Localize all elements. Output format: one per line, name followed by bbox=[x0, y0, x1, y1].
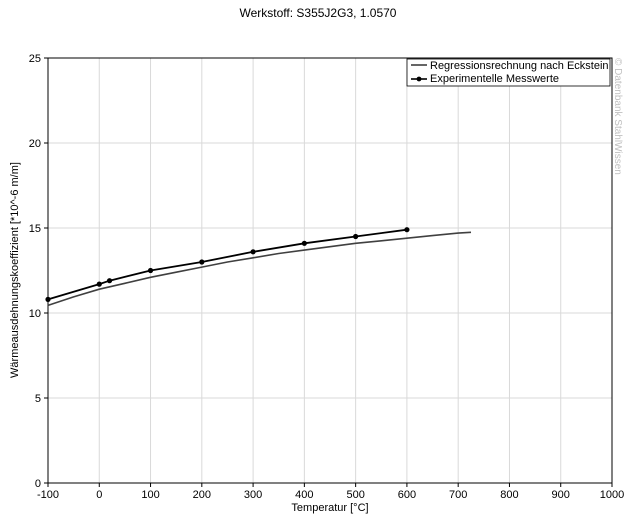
data-point-1-4 bbox=[199, 259, 205, 265]
x-tick-label-6: 500 bbox=[346, 489, 364, 501]
y-tick-label-5: 25 bbox=[29, 53, 41, 65]
data-point-1-8 bbox=[404, 227, 410, 233]
x-tick-label-0: -100 bbox=[37, 489, 59, 501]
data-point-1-7 bbox=[353, 233, 359, 240]
plot-area-border bbox=[47, 57, 613, 484]
watermark-text: © Datenbank StahlWissen bbox=[612, 58, 623, 175]
data-point-1-1 bbox=[96, 281, 102, 287]
y-axis-label: Wärmeausdehnungskoeffizient [*10^-6 m/m] bbox=[9, 162, 21, 378]
x-tick-label-3: 200 bbox=[193, 489, 211, 501]
data-point-1-5 bbox=[250, 249, 256, 255]
data-point-1-0 bbox=[45, 296, 51, 302]
ticks: -100 0 100 200 300 400 500 600 700 800 900 10000510… bbox=[29, 53, 624, 501]
y-tick-label-2: 10 bbox=[29, 308, 41, 320]
x-axis-label: Temperatur [°C] bbox=[291, 502, 368, 514]
x-tick-label-4: 300 bbox=[244, 489, 262, 501]
series bbox=[45, 227, 472, 307]
data-point-1-6 bbox=[301, 240, 307, 246]
y-tick-label-1: 5 bbox=[35, 393, 41, 405]
x-tick-label-2: 100 bbox=[141, 489, 159, 501]
legend-box bbox=[406, 58, 611, 87]
chart-title: Werkstoff: S355J2G3, 1.0570 bbox=[240, 6, 397, 20]
legend: Regressionsrechnung nach Eckstein Experi… bbox=[406, 58, 611, 87]
x-tick-label-10: 900 bbox=[552, 489, 570, 501]
x-tick-label-5: 400 bbox=[295, 489, 313, 501]
y-tick-label-0: 0 bbox=[35, 478, 41, 490]
data-point-1-3 bbox=[147, 267, 154, 274]
legend-label-experimental: Experimentelle Messwerte bbox=[430, 73, 559, 85]
x-tick-label-1: 0 bbox=[96, 489, 102, 501]
data-point-1-2 bbox=[106, 278, 113, 284]
y-tick-label-3: 15 bbox=[29, 223, 41, 235]
x-tick-label-11: 1000 bbox=[600, 489, 624, 501]
grid bbox=[47, 57, 613, 484]
legend-marker-experimental bbox=[416, 76, 422, 82]
x-tick-label-9: 800 bbox=[500, 489, 518, 501]
series-line-0 bbox=[47, 231, 472, 307]
y-tick-label-4: 20 bbox=[29, 138, 41, 150]
legend-label-regression: Regressionsrechnung nach Eckstein bbox=[430, 60, 609, 72]
x-tick-label-8: 700 bbox=[449, 489, 467, 501]
x-tick-label-7: 600 bbox=[398, 489, 416, 501]
